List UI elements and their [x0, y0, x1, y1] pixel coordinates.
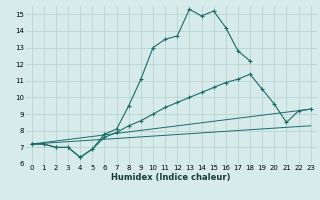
X-axis label: Humidex (Indice chaleur): Humidex (Indice chaleur): [111, 173, 231, 182]
